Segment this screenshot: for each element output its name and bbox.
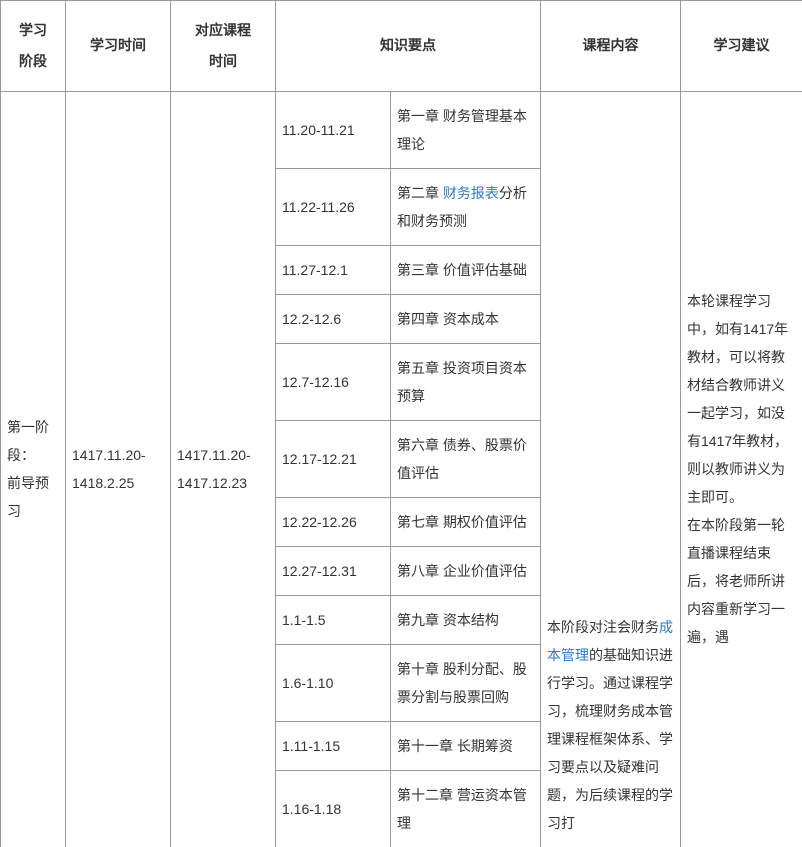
cell-dates: 1.1-1.5 xyxy=(276,595,391,644)
header-stage: 学习 阶段 xyxy=(1,1,66,92)
cell-topic: 第八章 企业价值评估 xyxy=(391,546,541,595)
cell-topic: 第二章 财务报表分析和财务预测 xyxy=(391,168,541,245)
header-time: 学习时间 xyxy=(66,1,171,92)
cell-topic: 第一章 财务管理基本理论 xyxy=(391,91,541,168)
table-body: 第一阶段： 前导预习 1417.11.20-1418.2.25 1417.11.… xyxy=(1,91,802,847)
header-knowledge: 知识要点 xyxy=(276,1,541,92)
cell-topic: 第四章 资本成本 xyxy=(391,294,541,343)
cell-dates: 12.17-12.21 xyxy=(276,420,391,497)
content-text-pre: 本阶段对注会财务 xyxy=(547,619,659,635)
content-text-post: 的基础知识进行学习。通过课程学习，梳理财务成本管理课程框架体系、学习要点以及疑难… xyxy=(547,647,673,831)
cell-dates: 12.7-12.16 xyxy=(276,343,391,420)
cell-dates: 12.2-12.6 xyxy=(276,294,391,343)
table-header-row: 学习 阶段 学习时间 对应课程 时间 知识要点 课程内容 学习建议 xyxy=(1,1,802,92)
cell-topic: 第三章 价值评估基础 xyxy=(391,245,541,294)
cell-topic: 第十一章 长期筹资 xyxy=(391,721,541,770)
table-row: 第一阶段： 前导预习 1417.11.20-1418.2.25 1417.11.… xyxy=(1,91,802,168)
header-content: 课程内容 xyxy=(541,1,681,92)
cell-content: 本阶段对注会财务成本管理的基础知识进行学习。通过课程学习，梳理财务成本管理课程框… xyxy=(541,91,681,847)
cell-dates: 12.27-12.31 xyxy=(276,546,391,595)
cell-suggest: 本轮课程学习中，如有1417年教材，可以将教材结合教师讲义一起学习，如没有141… xyxy=(681,91,802,847)
cell-dates: 1.6-1.10 xyxy=(276,644,391,721)
cell-topic: 第十二章 营运资本管理 xyxy=(391,770,541,847)
cell-stage: 第一阶段： 前导预习 xyxy=(1,91,66,847)
cell-topic: 第六章 债券、股票价值评估 xyxy=(391,420,541,497)
study-plan-table: 学习 阶段 学习时间 对应课程 时间 知识要点 课程内容 学习建议 第一阶段： … xyxy=(0,0,802,847)
cell-dates: 1.11-1.15 xyxy=(276,721,391,770)
cell-time: 1417.11.20-1418.2.25 xyxy=(66,91,171,847)
topic-link[interactable]: 财务报表 xyxy=(443,185,499,201)
cell-topic: 第七章 期权价值评估 xyxy=(391,497,541,546)
cell-dates: 11.20-11.21 xyxy=(276,91,391,168)
cell-course-time: 1417.11.20-1417.12.23 xyxy=(171,91,276,847)
cell-dates: 12.22-12.26 xyxy=(276,497,391,546)
cell-topic: 第九章 资本结构 xyxy=(391,595,541,644)
header-suggest: 学习建议 xyxy=(681,1,802,92)
cell-dates: 11.27-12.1 xyxy=(276,245,391,294)
header-course: 对应课程 时间 xyxy=(171,1,276,92)
cell-topic: 第十章 股利分配、股票分割与股票回购 xyxy=(391,644,541,721)
cell-topic: 第五章 投资项目资本预算 xyxy=(391,343,541,420)
cell-dates: 1.16-1.18 xyxy=(276,770,391,847)
cell-dates: 11.22-11.26 xyxy=(276,168,391,245)
